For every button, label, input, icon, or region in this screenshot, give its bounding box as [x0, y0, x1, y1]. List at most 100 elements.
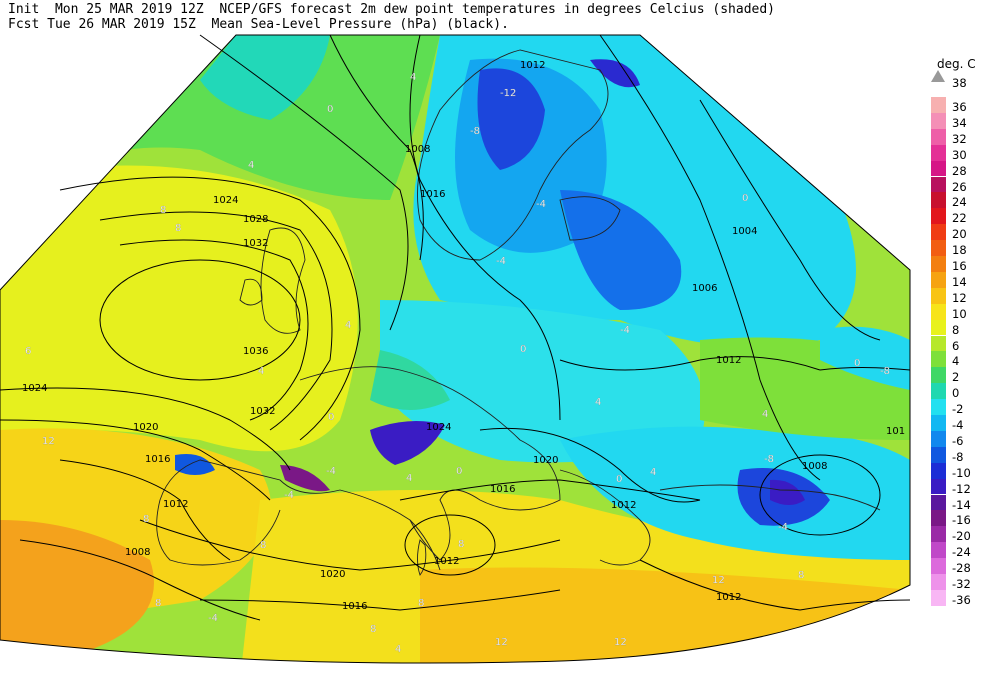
legend-entry: -4	[931, 415, 1000, 432]
field-central-europe-minus2	[380, 300, 705, 463]
legend-entry: -12	[931, 478, 1000, 496]
legend-swatch	[931, 240, 946, 256]
legend-swatch	[931, 526, 946, 543]
legend-label: 22	[952, 211, 967, 226]
legend-swatch	[931, 208, 946, 225]
legend-swatch	[931, 383, 946, 400]
legend-entry: 24	[931, 192, 1000, 209]
isobars	[0, 34, 911, 621]
isobar-label: 1020	[533, 455, 558, 466]
legend-label: 12	[952, 290, 967, 305]
isobar-label: 1020	[133, 422, 158, 433]
legend-label: -36	[952, 592, 971, 607]
legend-entry: 0	[931, 383, 1000, 400]
legend-top-arrow-icon	[931, 70, 945, 82]
field-pyrenees-minus16	[280, 465, 330, 492]
legend-label: -14	[952, 497, 971, 512]
legend-label: 28	[952, 163, 967, 178]
legend-entry: 16	[931, 256, 1000, 273]
dewpoint-label: 8	[418, 598, 424, 609]
legend-swatch	[931, 97, 946, 113]
field-france-0	[370, 350, 450, 410]
field-cantabria-minus8	[175, 454, 215, 475]
isobar-label: 1036	[243, 346, 268, 357]
isobar-label: 1012	[611, 500, 636, 511]
legend-entry: 14	[931, 271, 1000, 289]
legend-swatch	[931, 256, 946, 272]
dewpoint-label: 8	[175, 223, 181, 234]
legend-entry: -10	[931, 462, 1000, 480]
legend-swatch	[931, 542, 946, 559]
legend-label: 26	[952, 179, 967, 194]
legend-label: 6	[952, 338, 960, 353]
dewpoint-label: 4	[595, 397, 601, 408]
legend-swatch	[931, 351, 946, 368]
isobar-label: 1016	[420, 189, 445, 200]
legend-swatch	[931, 399, 946, 415]
legend-swatch	[931, 367, 946, 384]
legend-entry: -16	[931, 510, 1000, 527]
legend-entry: 20	[931, 224, 1000, 241]
header-line-2: Fcst Tue 26 MAR 2019 15Z Mean Sea-Level …	[8, 17, 509, 32]
legend-entry: -20	[931, 526, 1000, 543]
dewpoint-label: -8	[880, 366, 890, 377]
dewpoint-label: 4	[248, 160, 254, 171]
legend-entry: 28	[931, 160, 1000, 178]
dewpoint-label: 0	[520, 344, 526, 355]
legend-label: 14	[952, 274, 967, 289]
dewpoint-label: 4	[762, 409, 768, 420]
legend-entry: 34	[931, 112, 1000, 130]
legend-label: -32	[952, 577, 971, 591]
legend-swatch	[931, 271, 946, 288]
legend-entry: 8	[931, 319, 1000, 337]
legend-label: 2	[952, 370, 960, 385]
legend-label: -28	[952, 561, 971, 576]
field-alps-minus12	[370, 421, 445, 465]
legend-label: -24	[952, 545, 971, 560]
legend-title: deg. C	[937, 57, 976, 71]
legend-label: -8	[952, 449, 964, 464]
legend-swatch	[931, 478, 946, 495]
dewpoint-label: 4	[650, 467, 656, 478]
isobar-label: 1008	[802, 461, 827, 472]
isobar-label: 101	[886, 426, 905, 437]
legend-label: 8	[952, 322, 960, 337]
isobar-label: 1012	[716, 355, 741, 366]
legend-label: 32	[952, 131, 967, 146]
field-balkans-minus2	[560, 426, 910, 560]
isobar-label: 1004	[732, 226, 757, 237]
dewpoint-label: 8	[458, 539, 464, 550]
legend-label: 18	[952, 243, 967, 258]
legend-entry: -32	[931, 574, 1000, 591]
dewpoint-label: -8	[764, 454, 774, 465]
dewpoint-label: 6	[25, 346, 31, 357]
field-russia-minus6	[560, 190, 682, 310]
dewpoint-label: -4	[208, 613, 218, 624]
legend-swatch	[931, 415, 946, 431]
legend-swatch	[931, 335, 946, 352]
isobar-label: 1016	[490, 484, 515, 495]
legend-swatch	[931, 462, 946, 479]
legend-swatch	[931, 510, 946, 527]
legend-swatch	[931, 160, 946, 177]
isobar-label: 1006	[692, 283, 717, 294]
legend-entry: -2	[931, 399, 1000, 416]
legend-label: 36	[952, 100, 967, 114]
field-turkey-minus12	[770, 479, 805, 505]
legend-label: 34	[952, 115, 967, 130]
dewpoint-label: 8	[260, 540, 266, 551]
legend-entry: 18	[931, 240, 1000, 258]
isobar-label: 1012	[520, 60, 545, 71]
legend-swatch	[931, 494, 946, 511]
dewpoint-label: 0	[616, 474, 622, 485]
field-africa-10	[420, 567, 910, 664]
field-kola-minus10	[590, 59, 640, 88]
legend-label: -12	[952, 481, 971, 496]
dewpoint-label: -4	[326, 466, 336, 477]
legend-swatch	[931, 287, 946, 304]
field-caspian-minus2	[820, 326, 910, 390]
dewpoint-label: 12	[712, 575, 725, 586]
dewpoint-label: -4	[620, 325, 630, 336]
legend-label: 4	[952, 354, 960, 369]
isobar-label: 1028	[243, 214, 268, 225]
